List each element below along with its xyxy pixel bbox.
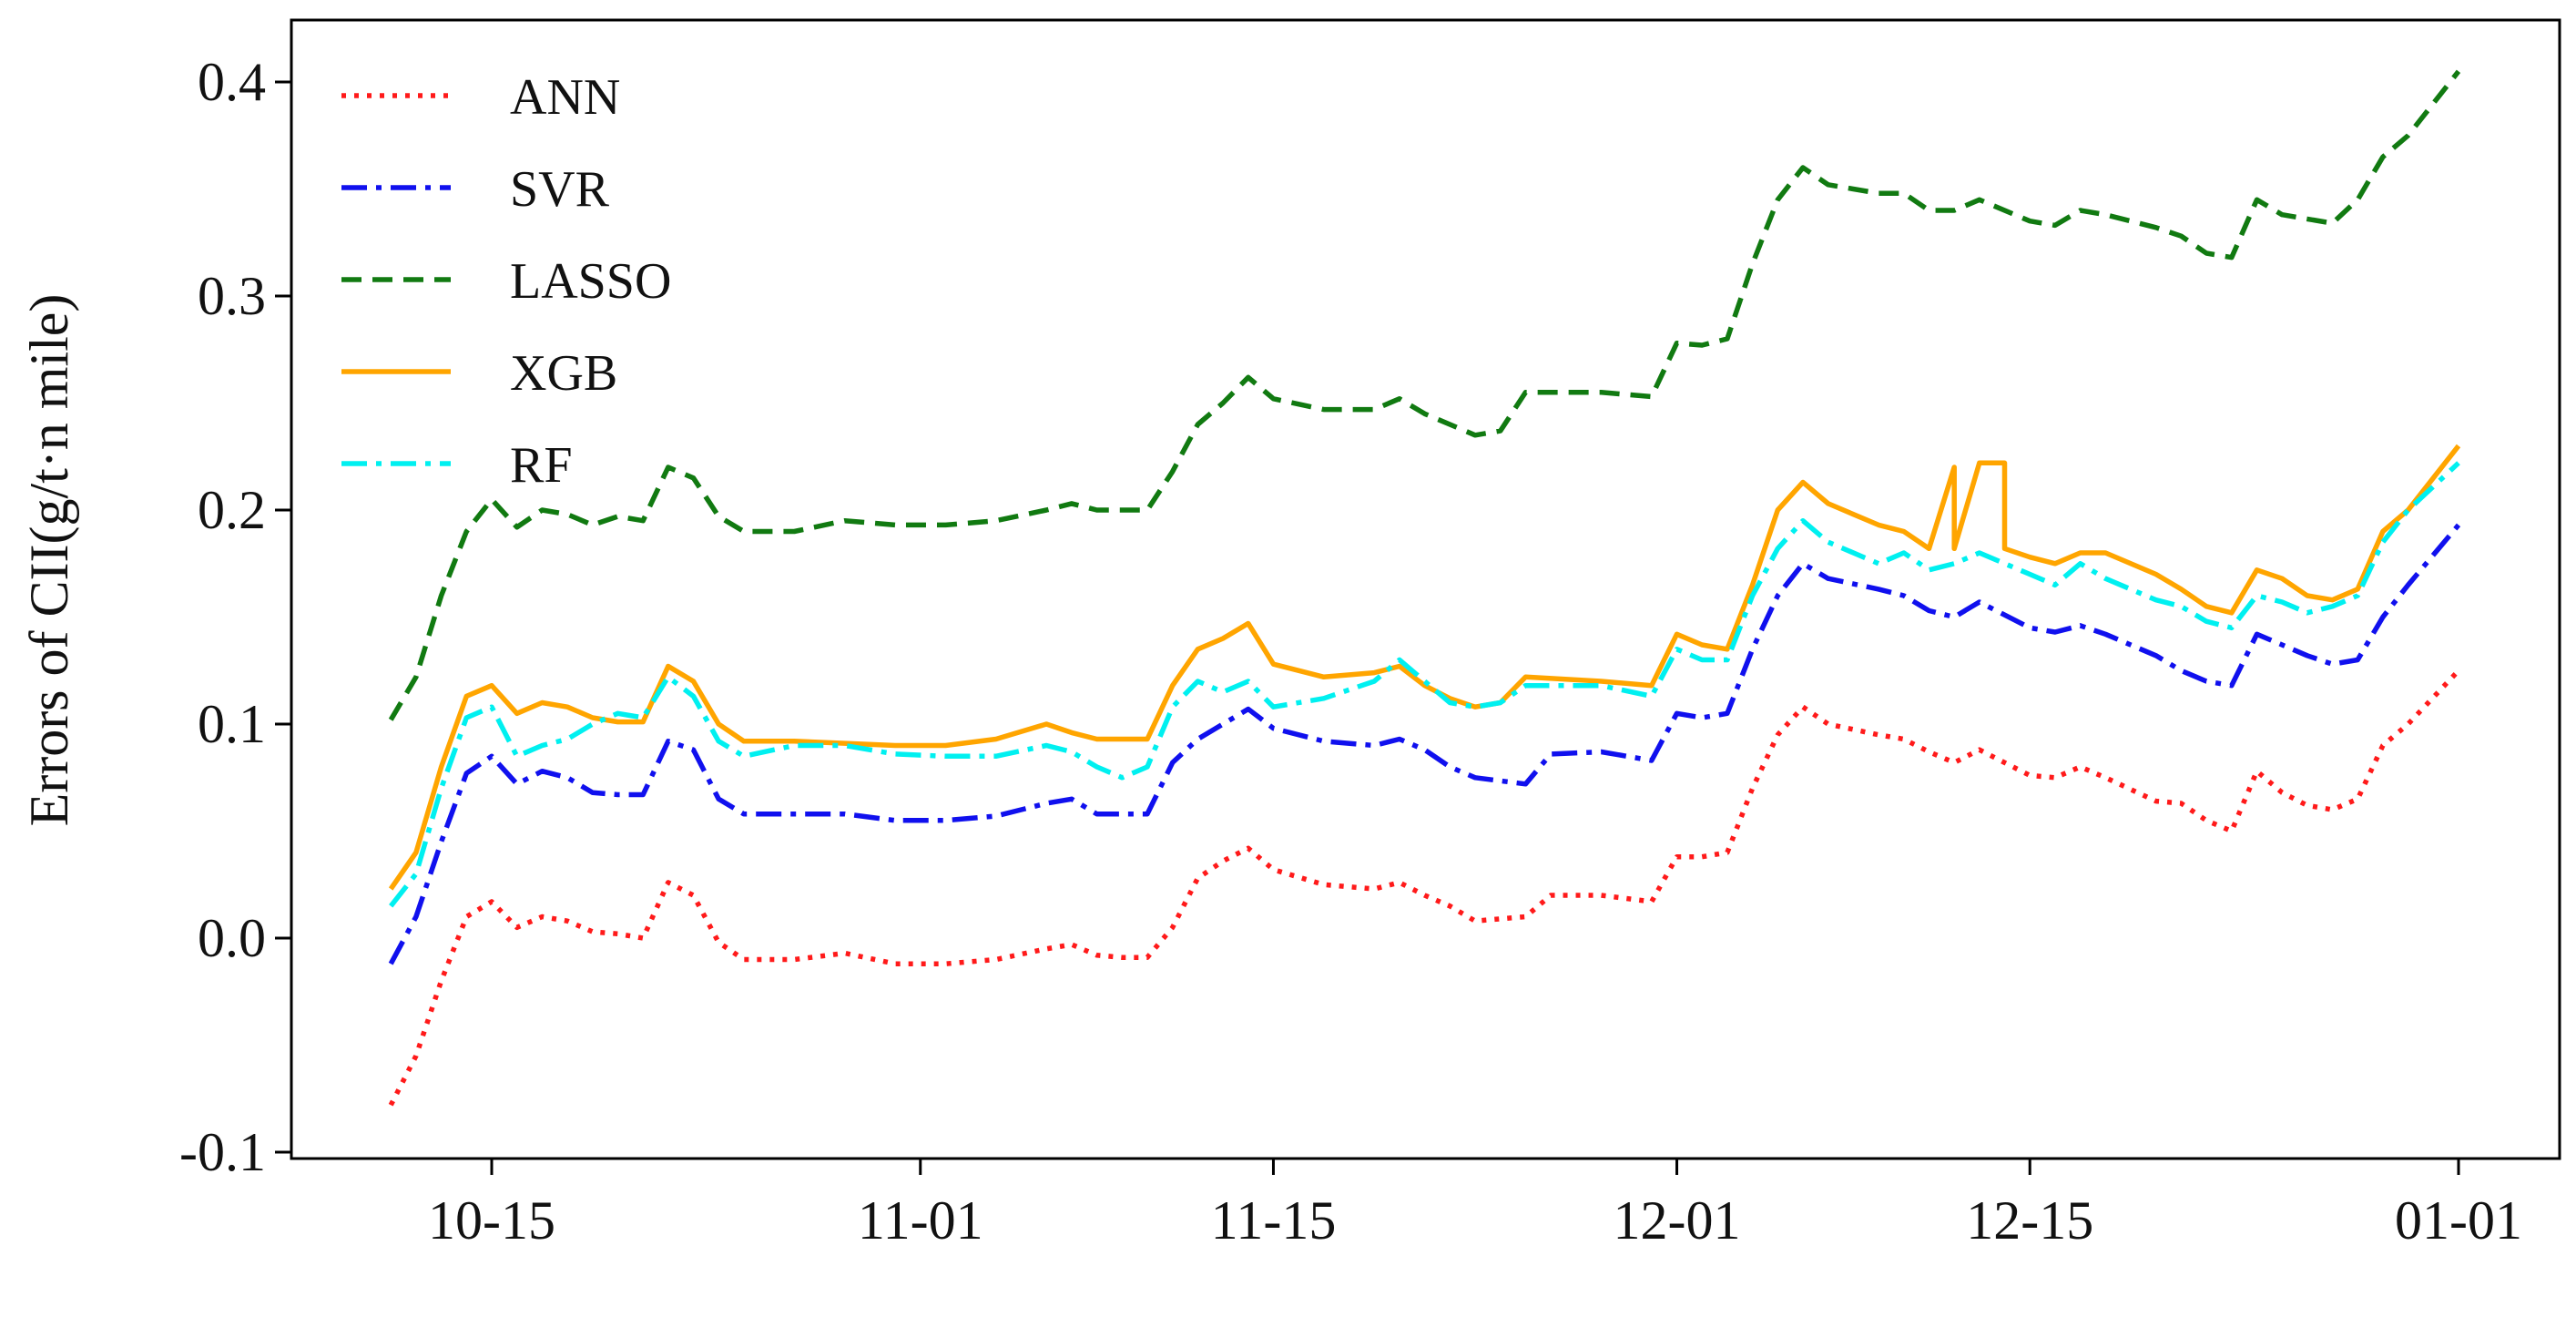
y-axis-label: Errors of CII(g/t·n mile): [19, 294, 79, 827]
legend-label-ann: ANN: [510, 69, 620, 126]
series-line-xgb: [388, 444, 2461, 891]
y-tick-label: 0.3: [198, 266, 266, 326]
x-tick-label: 12-01: [1614, 1190, 1741, 1251]
series-line-lasso: [388, 69, 2461, 721]
series-layer: [388, 69, 2461, 1107]
series-line-rf: [389, 461, 2460, 908]
y-tick-label: -0.1: [179, 1122, 266, 1182]
legend-label-xgb: XGB: [510, 345, 617, 402]
x-tick-label: 12-15: [1966, 1190, 2093, 1251]
y-tick-label: 0.2: [198, 480, 266, 540]
legend: ANN SVR LASSO XGB RF: [341, 69, 671, 494]
plot-frame: [290, 18, 2561, 1160]
series-line-ann: [388, 669, 2460, 1107]
x-tick-label: 01-01: [2395, 1190, 2522, 1251]
y-tick-label: 0.4: [198, 52, 266, 112]
series-line-svr: [388, 523, 2461, 965]
y-axis: 0.4 0.3 0.2 0.1 0.0 -0.1: [179, 52, 291, 1182]
x-tick-label: 11-01: [858, 1190, 983, 1251]
y-tick-label: 0.0: [198, 908, 266, 968]
x-axis: 10-15 11-01 11-15 12-01 12-15 01-01: [428, 1159, 2522, 1251]
legend-label-lasso: LASSO: [510, 253, 671, 310]
x-tick-label: 11-15: [1211, 1190, 1337, 1251]
legend-label-svr: SVR: [510, 161, 610, 218]
legend-label-rf: RF: [510, 437, 573, 494]
x-tick-label: 10-15: [428, 1190, 555, 1251]
y-tick-label: 0.1: [198, 694, 266, 754]
